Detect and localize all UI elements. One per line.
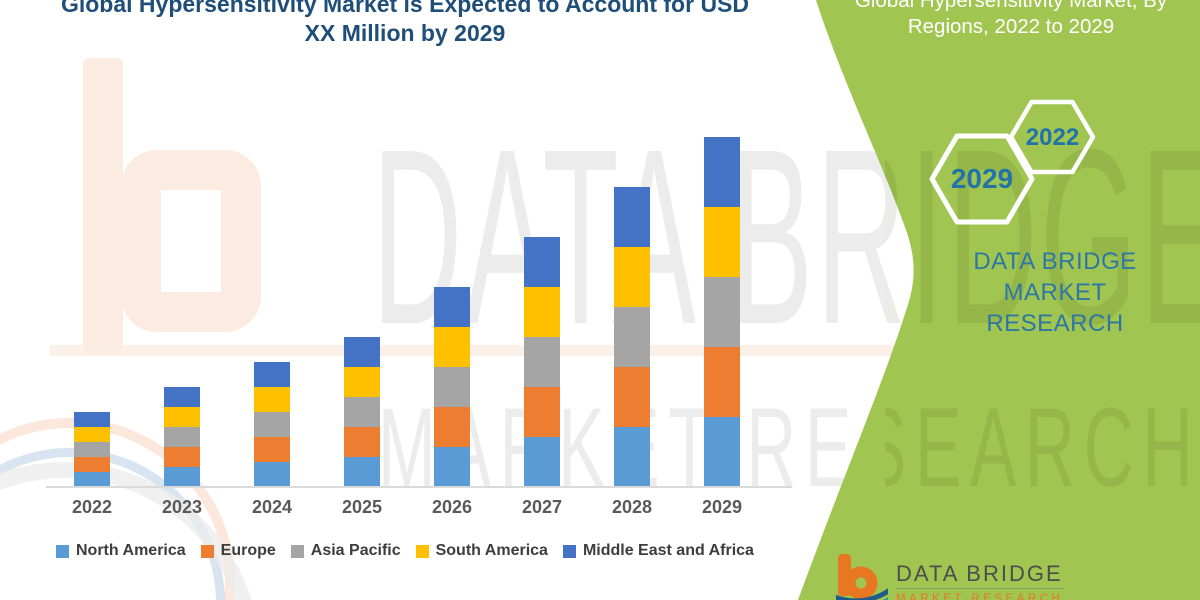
legend-item: Asia Pacific xyxy=(290,542,401,560)
bar-segment xyxy=(704,347,740,417)
hexagon-2022-label: 2022 xyxy=(1026,124,1079,151)
x-axis-label: 2026 xyxy=(431,497,473,517)
bar-segment xyxy=(344,367,380,397)
x-axis-label: 2027 xyxy=(521,497,563,517)
x-axis-label: 2024 xyxy=(251,497,293,517)
x-axis-label: 2023 xyxy=(161,497,203,517)
legend-swatch xyxy=(562,544,576,558)
footer-b-bowl xyxy=(844,566,878,600)
bar-segment xyxy=(74,442,110,457)
footer-logo-title: DATA BRIDGE xyxy=(896,561,1063,586)
chart-legend: North America Europe Asia Pacific South Ame… xyxy=(56,540,754,562)
x-axis-label: 2029 xyxy=(701,497,743,517)
footer-swoosh-teal xyxy=(882,597,888,600)
bar-segment xyxy=(254,362,290,387)
x-axis-label: 2022 xyxy=(71,497,113,517)
bar-stack-2025 xyxy=(344,337,380,487)
legend-label: North America xyxy=(76,542,186,559)
bar-segment xyxy=(254,437,290,462)
bar-segment xyxy=(344,427,380,457)
bar-segment xyxy=(524,237,560,287)
bar-segment xyxy=(74,427,110,442)
chart-title-line1: Global Hypersensitivity Market is Expect… xyxy=(60,0,750,17)
bar-segment xyxy=(254,412,290,437)
bar-segment xyxy=(704,207,740,277)
side-panel-heading: Global Hypersensitivity Market, By Regio… xyxy=(854,0,1168,38)
legend-item: Middle East and Africa xyxy=(562,542,754,560)
legend-swatch xyxy=(415,544,429,558)
legend-swatch xyxy=(290,544,304,558)
bar-segment xyxy=(614,187,650,247)
side-panel-green-background xyxy=(798,0,1200,600)
hexagon-2029-outline xyxy=(929,133,1035,225)
legend-label: South America xyxy=(435,542,548,559)
bar-segment xyxy=(344,457,380,487)
hexagon-2022-outline xyxy=(1008,99,1096,175)
footer-swoosh-blue xyxy=(836,588,888,600)
footer-logo: DATA BRIDGE MARKET RESEARCH xyxy=(836,552,1064,600)
bar-segment xyxy=(164,387,200,407)
x-axis-label: 2028 xyxy=(611,497,653,517)
bar-segment xyxy=(344,397,380,427)
hexagon-2029-label: 2029 xyxy=(951,163,1013,194)
bar-segment xyxy=(614,367,650,427)
chart-title-line2: XX Million by 2029 xyxy=(304,20,506,46)
bar-segment xyxy=(254,462,290,487)
footer-logo-text: DATA BRIDGE MARKET RESEARCH xyxy=(896,552,1064,600)
bar-segment xyxy=(614,307,650,367)
bar-stack-2028 xyxy=(614,187,650,487)
legend-swatch xyxy=(56,544,69,558)
x-axis-line xyxy=(46,486,792,488)
bar-segment xyxy=(524,437,560,487)
bar-segment xyxy=(254,387,290,412)
bar-segment xyxy=(524,387,560,437)
bar-segment xyxy=(434,407,470,447)
bar-segment xyxy=(704,417,740,487)
bar-segment xyxy=(614,247,650,307)
bar-segment xyxy=(434,447,470,487)
bar-segment xyxy=(614,427,650,487)
legend-swatch xyxy=(200,544,214,558)
bar-segment xyxy=(704,277,740,347)
footer-logo-subtitle: MARKET RESEARCH xyxy=(896,593,1064,600)
legend-label: Middle East and Africa xyxy=(582,542,754,559)
legend-item: South America xyxy=(415,542,548,560)
footer-logo-rule xyxy=(896,588,1064,589)
bar-stack-2029 xyxy=(704,137,740,487)
hexagon-badges: 2029 2022 xyxy=(929,99,1096,225)
bar-segment xyxy=(524,287,560,337)
bar-segment xyxy=(434,367,470,407)
bar-stack-2024 xyxy=(254,362,290,487)
bar-segment xyxy=(434,287,470,327)
brand-text: DATA BRIDGE MARKET RESEARCH xyxy=(973,248,1137,337)
bar-segment xyxy=(704,137,740,207)
footer-logo-b-icon xyxy=(836,554,888,600)
x-axis-label: 2025 xyxy=(341,497,383,517)
legend-label: Asia Pacific xyxy=(310,542,401,559)
chart-title: Global Hypersensitivity Market is Expect… xyxy=(55,0,755,48)
bar-segment xyxy=(164,427,200,447)
legend-item: North America xyxy=(56,542,186,560)
